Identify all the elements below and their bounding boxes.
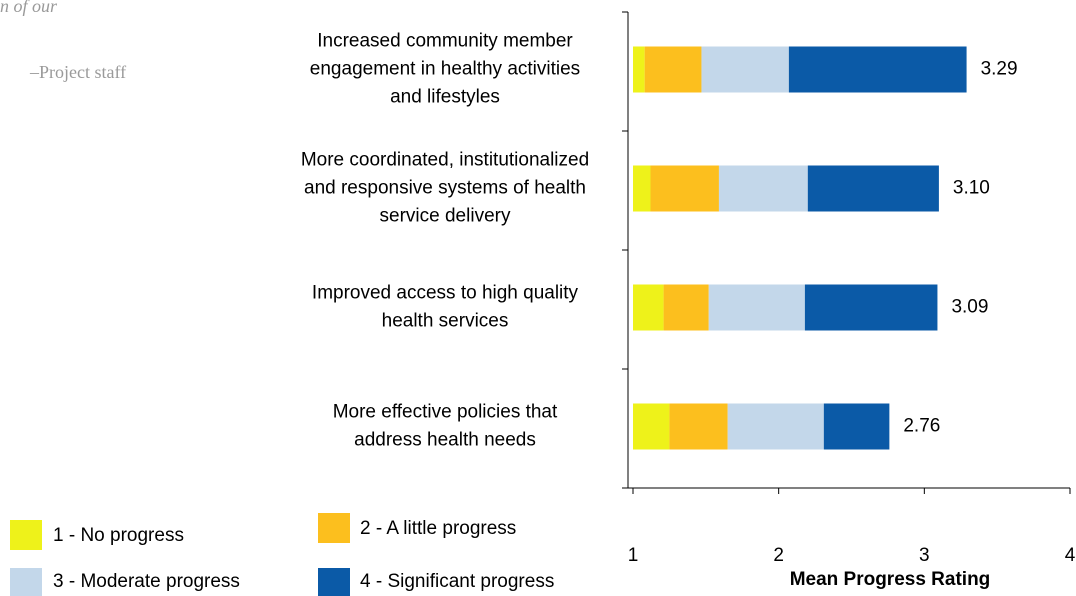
bar-segment [669,403,728,450]
legend-label: 4 - Significant progress [360,571,554,592]
bar-segment [804,284,938,331]
x-tick-label: 4 [1065,545,1076,566]
bar-segment [650,165,719,212]
bar-segment [633,284,664,331]
total-label: 2.76 [903,416,940,437]
category-label: service delivery [380,206,511,227]
x-tick-label: 2 [773,545,784,566]
legend-swatch [10,520,42,550]
bar-segment [823,403,890,450]
category-label: More effective policies that [333,402,558,423]
legend-swatch [318,513,350,543]
total-label: 3.10 [953,178,990,199]
bar-segment [633,403,670,450]
category-label: and responsive systems of health [304,178,586,199]
bar-segment [701,46,789,93]
legend-label: 1 - No progress [53,525,184,546]
category-label: and lifestyles [390,87,500,108]
total-label: 3.09 [951,297,988,318]
x-tick-label: 3 [919,545,930,566]
legend-label: 3 - Moderate progress [53,571,240,592]
category-label: Increased community member [317,31,573,52]
bar-segment [663,284,709,331]
legend-label: 2 - A little progress [360,518,516,539]
bar-segment [727,403,824,450]
bar-segment [633,165,651,212]
legend-swatch [10,568,42,596]
category-label: engagement in healthy activities [310,59,580,80]
bar-segment [708,284,805,331]
x-tick-label: 1 [628,545,639,566]
bar-segment [788,46,967,93]
quote-fragment: n of our [0,0,58,16]
bar-segment [718,165,808,212]
category-label: More coordinated, institutionalized [301,150,589,171]
x-axis-title: Mean Progress Rating [790,569,991,590]
bar-segment [633,46,645,93]
total-label: 3.29 [981,59,1018,80]
quote-attribution: –Project staff [29,62,126,82]
bar-segment [644,46,702,93]
category-label: address health needs [354,430,536,451]
category-label: health services [382,311,509,332]
legend-swatch [318,568,350,596]
bar-segment [807,165,939,212]
category-label: Improved access to high quality [312,283,579,304]
